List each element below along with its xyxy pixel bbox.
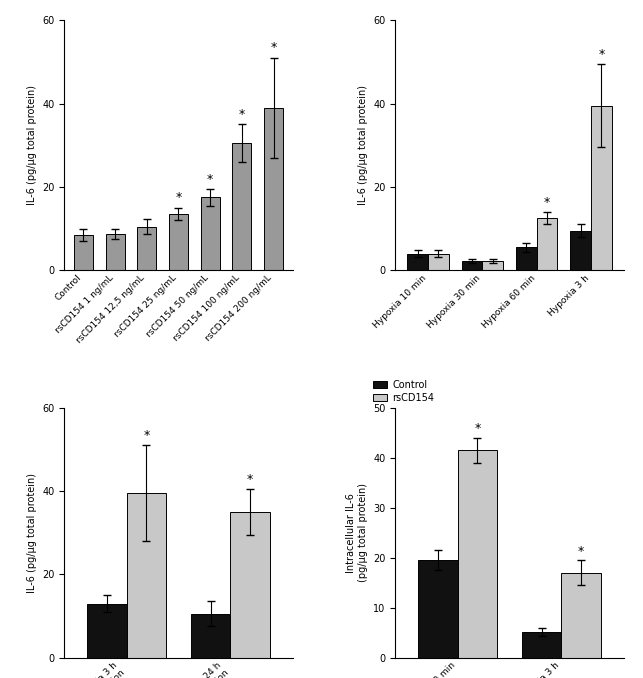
Bar: [570, 231, 591, 271]
Text: *: *: [475, 422, 480, 435]
Y-axis label: IL-6 (pg/μg total protein): IL-6 (pg/μg total protein): [26, 473, 37, 593]
Text: *: *: [143, 429, 149, 442]
Bar: [516, 247, 537, 271]
Text: *: *: [239, 108, 245, 121]
Bar: [591, 106, 611, 271]
Text: (a): (a): [170, 425, 187, 438]
Text: *: *: [176, 191, 181, 205]
Bar: [87, 603, 127, 658]
Bar: [232, 143, 251, 271]
Bar: [537, 218, 557, 271]
Bar: [105, 234, 125, 271]
Bar: [458, 450, 497, 658]
Bar: [462, 261, 482, 271]
Bar: [264, 108, 283, 271]
Bar: [169, 214, 188, 271]
Bar: [127, 493, 166, 658]
Bar: [407, 254, 428, 271]
Bar: [230, 512, 270, 658]
Bar: [201, 197, 220, 271]
Legend: Control, rsCD154: Control, rsCD154: [373, 380, 434, 403]
Bar: [482, 261, 503, 271]
Text: *: *: [544, 196, 550, 209]
Y-axis label: IL-6 (pg/μg total protein): IL-6 (pg/μg total protein): [26, 85, 37, 205]
Text: (b): (b): [501, 425, 518, 438]
Text: *: *: [271, 41, 276, 54]
Bar: [418, 560, 458, 658]
Y-axis label: Intracellular IL-6
(pg/μg total protein): Intracellular IL-6 (pg/μg total protein): [346, 483, 368, 582]
Bar: [561, 573, 601, 658]
Text: *: *: [207, 173, 213, 186]
Bar: [191, 614, 230, 658]
Bar: [522, 632, 561, 658]
Text: *: *: [578, 544, 584, 558]
Text: *: *: [598, 47, 604, 61]
Text: *: *: [247, 473, 253, 485]
Bar: [74, 235, 93, 271]
Bar: [137, 226, 156, 271]
Y-axis label: IL-6 (pg/μg total protein): IL-6 (pg/μg total protein): [358, 85, 368, 205]
Bar: [428, 254, 449, 271]
